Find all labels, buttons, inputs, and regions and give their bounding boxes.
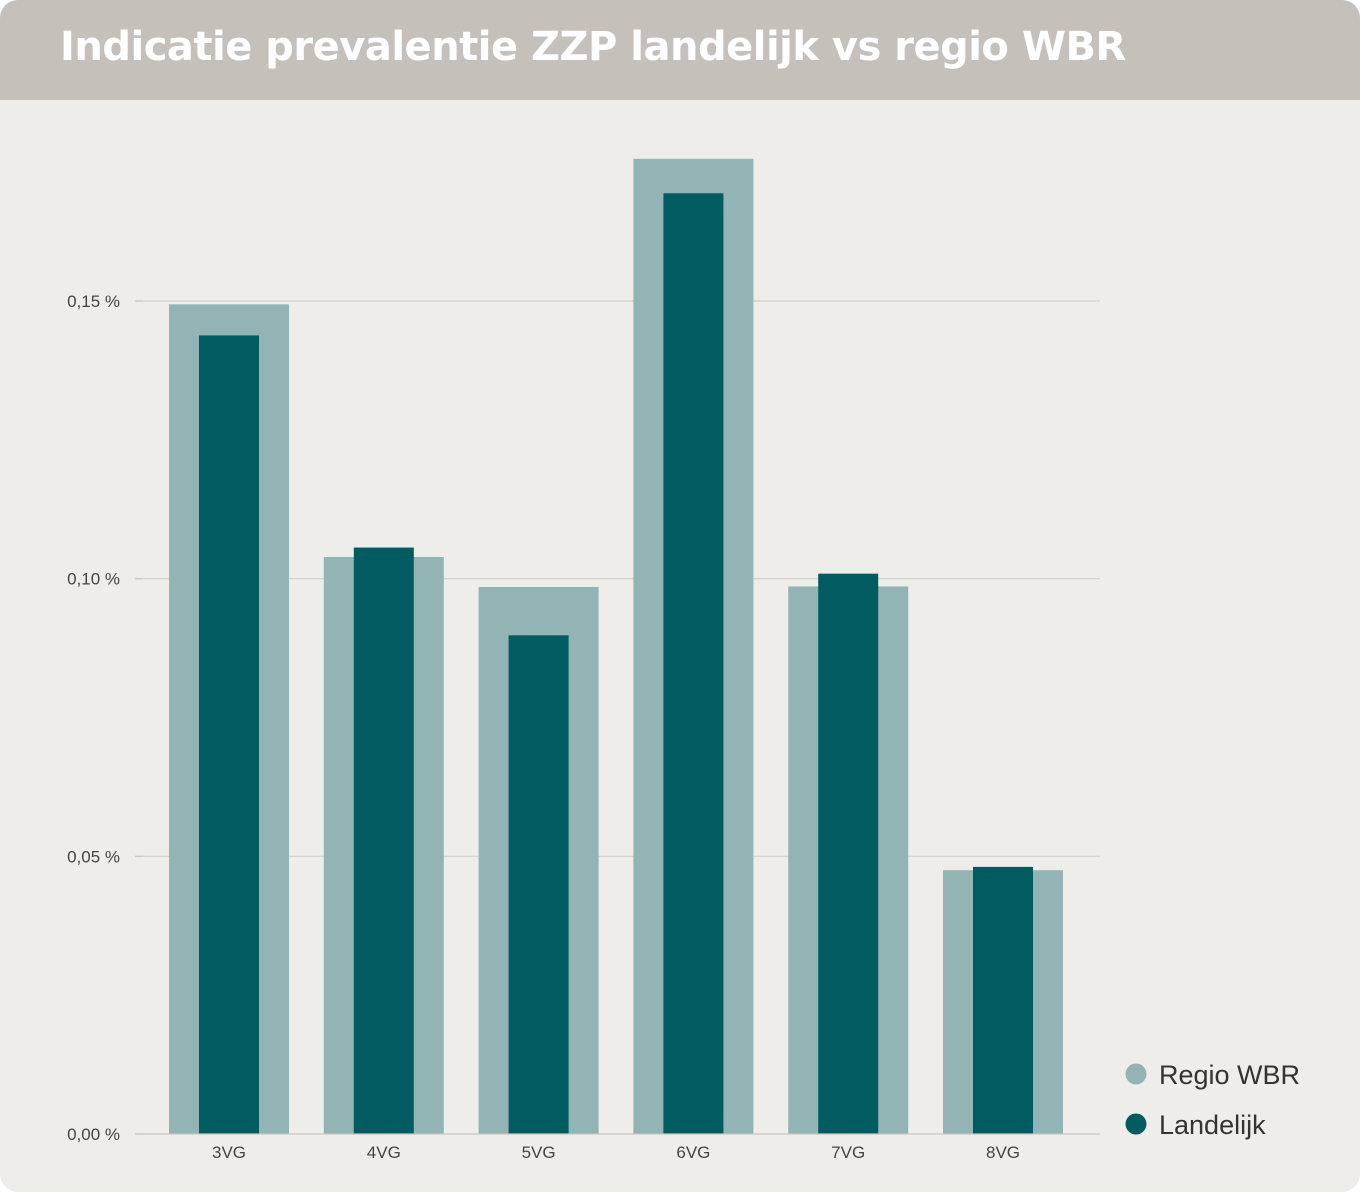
y-tick-label: 0,00 % [67, 1125, 120, 1144]
legend-label-regio-wbr: Regio WBR [1159, 1060, 1300, 1090]
bar-landelijk-3vg [199, 335, 259, 1134]
legend-swatch-regio-wbr [1125, 1063, 1147, 1085]
x-tick-label: 6VG [676, 1143, 710, 1162]
legend-swatch-landelijk [1125, 1113, 1147, 1135]
bar-landelijk-5vg [508, 635, 569, 1134]
x-tick-label: 4VG [367, 1143, 401, 1162]
y-tick-label: 0,15 % [67, 292, 120, 311]
gridlines [135, 300, 1100, 857]
bars [169, 158, 1063, 1135]
y-tick-label: 0,05 % [67, 847, 120, 866]
x-tick-label: 7VG [831, 1143, 865, 1162]
header-bar: Indicatie prevalentie ZZP landelijk vs r… [0, 0, 1360, 100]
legend-label-landelijk: Landelijk [1159, 1110, 1266, 1140]
x-axis-ticks: 3VG 4VG 5VG 6VG 7VG 8VG [212, 1143, 1020, 1162]
y-axis-ticks: 0,00 % 0,05 % 0,10 % 0,15 % [67, 292, 143, 1144]
bar-landelijk-7vg [818, 573, 879, 1134]
y-tick-label: 0,10 % [67, 570, 120, 589]
chart-title: Indicatie prevalentie ZZP landelijk vs r… [60, 24, 1126, 70]
bar-landelijk-8vg [973, 866, 1033, 1134]
x-tick-label: 8VG [986, 1143, 1020, 1162]
bar-landelijk-4vg [353, 547, 414, 1134]
x-tick-label: 3VG [212, 1143, 246, 1162]
x-tick-label: 5VG [522, 1143, 556, 1162]
bar-landelijk-6vg [663, 193, 724, 1135]
legend: Regio WBR Landelijk [1125, 1060, 1300, 1140]
